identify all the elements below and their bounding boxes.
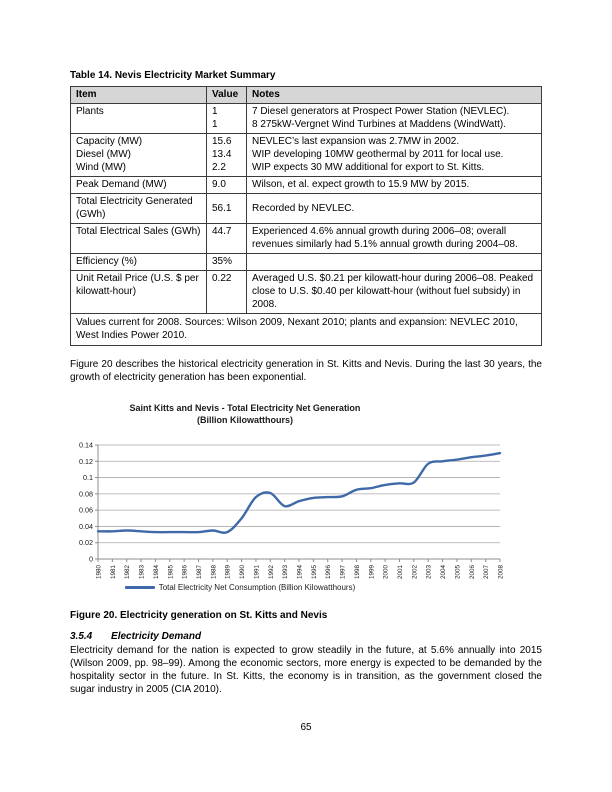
cell-notes: Wilson, et al. expect growth to 15.9 MW … bbox=[246, 176, 542, 194]
table-row: Peak Demand (MW) 9.0 Wilson, et al. expect… bbox=[70, 176, 542, 194]
svg-text:1996: 1996 bbox=[325, 565, 332, 580]
intro-paragraph: Figure 20 describes the historical elect… bbox=[70, 359, 542, 383]
svg-text:0.02: 0.02 bbox=[79, 538, 93, 547]
table-row: Capacity (MW) Diesel (MW) Wind (MW) 15.6 13.… bbox=[70, 133, 542, 177]
cell-item: Efficiency (%) bbox=[70, 253, 207, 271]
svg-text:1991: 1991 bbox=[253, 565, 260, 580]
svg-text:1983: 1983 bbox=[139, 565, 146, 580]
table-row: Unit Retail Price (U.S. $ per kilowatt-h… bbox=[70, 270, 542, 314]
svg-text:0: 0 bbox=[89, 555, 93, 564]
section-heading: 3.5.4 Electricity Demand bbox=[70, 631, 542, 642]
cell-value: 35% bbox=[206, 253, 247, 271]
table-row: Total Electrical Sales (GWh) 44.7 Experien… bbox=[70, 223, 542, 254]
chart-subtitle: (Billion Kilowatthours) bbox=[197, 415, 293, 425]
cell-notes: 7 Diesel generators at Prospect Power St… bbox=[246, 103, 542, 134]
svg-text:0.04: 0.04 bbox=[79, 522, 93, 531]
legend-label: Total Electricity Net Consumption (Billi… bbox=[158, 583, 356, 592]
table-footer-row: Values current for 2008. Sources: Wilson… bbox=[70, 313, 542, 346]
cell-notes: Recorded by NEVLEC. bbox=[246, 193, 542, 224]
svg-text:1997: 1997 bbox=[340, 565, 347, 580]
cell-item: Capacity (MW) Diesel (MW) Wind (MW) bbox=[70, 133, 207, 177]
svg-text:0.06: 0.06 bbox=[79, 506, 93, 515]
svg-text:1981: 1981 bbox=[110, 565, 117, 580]
svg-text:0.08: 0.08 bbox=[79, 489, 93, 498]
cell-notes bbox=[246, 253, 542, 271]
col-header-value: Value bbox=[206, 86, 247, 104]
svg-text:2007: 2007 bbox=[483, 565, 490, 580]
svg-text:2001: 2001 bbox=[397, 565, 404, 580]
chart-legend: Total Electricity Net Consumption (Billi… bbox=[70, 583, 410, 592]
svg-text:1995: 1995 bbox=[311, 565, 318, 580]
svg-text:2002: 2002 bbox=[411, 565, 418, 580]
cell-item: Peak Demand (MW) bbox=[70, 176, 207, 194]
section-title: Electricity Demand bbox=[111, 631, 202, 642]
svg-text:1990: 1990 bbox=[239, 565, 246, 580]
svg-text:1994: 1994 bbox=[297, 565, 304, 580]
chart-title: Saint Kitts and Nevis - Total Electricit… bbox=[129, 403, 361, 413]
table-body: Plants 1 1 7 Diesel generators at Prospect … bbox=[70, 103, 542, 314]
figure-20-chart: Saint Kitts and Nevis - Total Electricit… bbox=[70, 402, 542, 592]
cell-item: Plants bbox=[70, 103, 207, 134]
cell-notes: Averaged U.S. $0.21 per kilowatt-hour du… bbox=[246, 270, 542, 314]
cell-item: Total Electricity Generated (GWh) bbox=[70, 193, 207, 224]
svg-text:2008: 2008 bbox=[498, 565, 505, 580]
table-title: Table 14. Nevis Electricity Market Summa… bbox=[70, 70, 276, 81]
cell-item: Total Electrical Sales (GWh) bbox=[70, 223, 207, 254]
col-header-notes: Notes bbox=[246, 86, 542, 104]
svg-text:0.1: 0.1 bbox=[83, 473, 93, 482]
svg-text:1999: 1999 bbox=[368, 565, 375, 580]
cell-notes: Experienced 4.6% annual growth during 20… bbox=[246, 223, 542, 254]
cell-notes: NEVLEC’s last expansion was 2.7MW in 200… bbox=[246, 133, 542, 177]
svg-text:1992: 1992 bbox=[268, 565, 275, 580]
svg-text:1989: 1989 bbox=[225, 565, 232, 580]
svg-text:1984: 1984 bbox=[153, 565, 160, 580]
section-number: 3.5.4 bbox=[70, 631, 93, 642]
cell-value: 0.22 bbox=[206, 270, 247, 314]
svg-text:1986: 1986 bbox=[182, 565, 189, 580]
page-number: 65 bbox=[300, 722, 312, 733]
svg-text:2005: 2005 bbox=[454, 565, 461, 580]
cell-value: 15.6 13.4 2.2 bbox=[206, 133, 247, 177]
svg-text:1980: 1980 bbox=[96, 565, 103, 580]
section-paragraph: Electricity demand for the nation is exp… bbox=[70, 645, 542, 695]
table-header-row: Item Value Notes bbox=[70, 86, 542, 104]
svg-text:1985: 1985 bbox=[167, 565, 174, 580]
table-row: Efficiency (%) 35% bbox=[70, 253, 542, 271]
svg-text:0.14: 0.14 bbox=[79, 441, 93, 450]
svg-text:2004: 2004 bbox=[440, 565, 447, 580]
svg-text:1982: 1982 bbox=[124, 565, 131, 580]
svg-text:0.12: 0.12 bbox=[79, 457, 93, 466]
svg-text:2000: 2000 bbox=[383, 565, 390, 580]
svg-text:1987: 1987 bbox=[196, 565, 203, 580]
svg-text:1998: 1998 bbox=[354, 565, 361, 580]
svg-text:1988: 1988 bbox=[210, 565, 217, 580]
cell-value: 56.1 bbox=[206, 193, 247, 224]
table-footer-note: Values current for 2008. Sources: Wilson… bbox=[70, 313, 542, 346]
cell-item: Unit Retail Price (U.S. $ per kilowatt-h… bbox=[70, 270, 207, 314]
cell-value: 44.7 bbox=[206, 223, 247, 254]
svg-text:2003: 2003 bbox=[426, 565, 433, 580]
line-chart-plot: 0 0.02 0.04 0.06 0.08 0.1 0.12 0.14 1980 1981 1982… bbox=[79, 441, 505, 580]
svg-text:2006: 2006 bbox=[469, 565, 476, 580]
col-header-item: Item bbox=[70, 86, 207, 104]
svg-text:1993: 1993 bbox=[282, 565, 289, 580]
table-row: Plants 1 1 7 Diesel generators at Prospect … bbox=[70, 103, 542, 134]
chart-title-block: Saint Kitts and Nevis - Total Electricit… bbox=[70, 402, 420, 426]
market-summary-table: Item Value Notes Plants 1 1 7 Diesel genera… bbox=[70, 86, 542, 346]
table-row: Total Electricity Generated (GWh) 56.1 Rec… bbox=[70, 193, 542, 224]
figure-caption: Figure 20. Electricity generation on St.… bbox=[70, 610, 328, 621]
legend-line-swatch bbox=[124, 586, 155, 589]
cell-value: 9.0 bbox=[206, 176, 247, 194]
